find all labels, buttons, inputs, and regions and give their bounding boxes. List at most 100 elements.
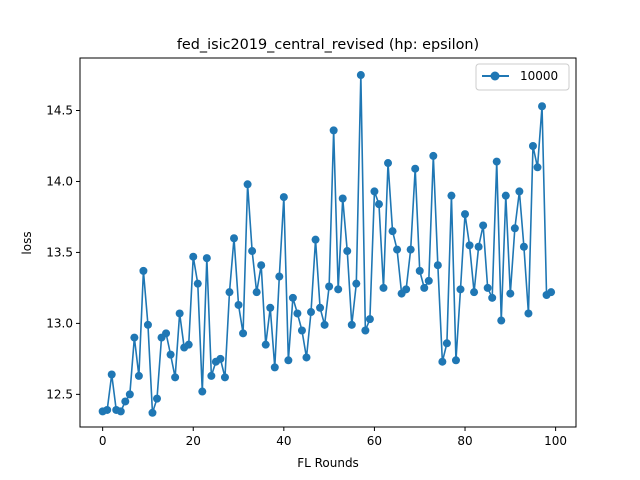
data-point [356, 71, 365, 80]
data-point [388, 227, 397, 236]
x-tick-label: 100 [544, 434, 567, 448]
plot-frame [79, 57, 577, 428]
y-tick-label: 14.5 [46, 104, 73, 118]
x-tick-label: 0 [99, 434, 107, 448]
data-point [483, 283, 492, 292]
series-line [102, 74, 552, 414]
data-point [338, 194, 347, 203]
data-point [447, 191, 456, 200]
data-point [316, 303, 325, 312]
data-point [148, 408, 157, 417]
y-axis: 12.5 13.0 13.5 14.0 14.5 [46, 104, 80, 401]
data-point [411, 164, 420, 173]
data-point [528, 141, 537, 150]
data-point [143, 320, 152, 329]
data-point [442, 339, 451, 348]
x-tick-label: 60 [367, 434, 382, 448]
data-point [488, 293, 497, 302]
data-point [334, 285, 343, 294]
data-point [198, 387, 207, 396]
data-point [107, 370, 116, 379]
data-point [261, 340, 270, 349]
data-point [515, 187, 524, 196]
data-point [239, 329, 248, 338]
data-point [139, 266, 148, 275]
data-point [497, 316, 506, 325]
data-point [470, 288, 479, 297]
series-layer [98, 71, 556, 417]
data-point [243, 180, 252, 189]
data-point [252, 288, 261, 297]
data-point [506, 289, 515, 298]
x-tick-label: 40 [276, 434, 291, 448]
data-point [293, 309, 302, 318]
data-point [519, 242, 528, 251]
data-point [193, 279, 202, 288]
data-point [533, 163, 542, 172]
y-axis-label: loss [20, 231, 34, 254]
data-point [311, 235, 320, 244]
data-point [297, 326, 306, 335]
data-point [433, 261, 442, 270]
data-point [230, 234, 239, 243]
data-point [207, 371, 216, 380]
data-point [202, 254, 211, 263]
data-point [384, 159, 393, 168]
data-point [166, 350, 175, 359]
chart-title: fed_isic2019_central_revised (hp: epsilo… [177, 37, 479, 53]
data-point [162, 329, 171, 338]
data-point [270, 363, 279, 372]
data-point [288, 293, 297, 302]
data-point [465, 241, 474, 250]
data-point [275, 272, 284, 281]
data-point [175, 309, 184, 318]
data-point [352, 279, 361, 288]
data-point [451, 356, 460, 365]
legend-marker [490, 71, 500, 81]
y-tick-label: 13.0 [46, 316, 73, 330]
data-point [379, 283, 388, 292]
data-point [279, 193, 288, 202]
data-point [171, 373, 180, 382]
data-point [307, 308, 316, 317]
data-point [121, 397, 130, 406]
data-point [393, 245, 402, 254]
data-point [103, 405, 112, 414]
x-axis: 0 20 40 60 80 100 [99, 427, 567, 448]
y-tick-label: 12.5 [46, 387, 73, 401]
data-point [365, 315, 374, 324]
data-point [429, 151, 438, 160]
x-tick-label: 20 [186, 434, 201, 448]
data-point [501, 191, 510, 200]
data-point [130, 333, 139, 342]
data-point [370, 187, 379, 196]
data-point [116, 407, 125, 416]
data-point [248, 247, 257, 256]
data-point [492, 157, 501, 166]
data-point [153, 394, 161, 403]
data-point [474, 242, 483, 251]
data-point [420, 283, 429, 292]
data-point [406, 245, 415, 254]
data-point [184, 340, 193, 349]
data-point [320, 320, 329, 329]
data-point [347, 320, 356, 329]
data-point [424, 276, 433, 285]
data-point [538, 102, 547, 111]
data-point [234, 300, 243, 309]
legend-label: 10000 [520, 69, 558, 83]
data-point [284, 356, 293, 365]
data-point [302, 353, 311, 362]
data-point [547, 288, 556, 297]
data-point [220, 373, 229, 382]
data-point [257, 261, 266, 270]
legend-box [475, 63, 570, 91]
data-point [125, 390, 134, 399]
data-point [438, 357, 447, 366]
x-tick-label: 80 [457, 434, 472, 448]
y-tick-label: 14.0 [46, 174, 73, 188]
data-point [134, 371, 143, 380]
data-point [343, 247, 352, 256]
data-point [510, 224, 519, 233]
